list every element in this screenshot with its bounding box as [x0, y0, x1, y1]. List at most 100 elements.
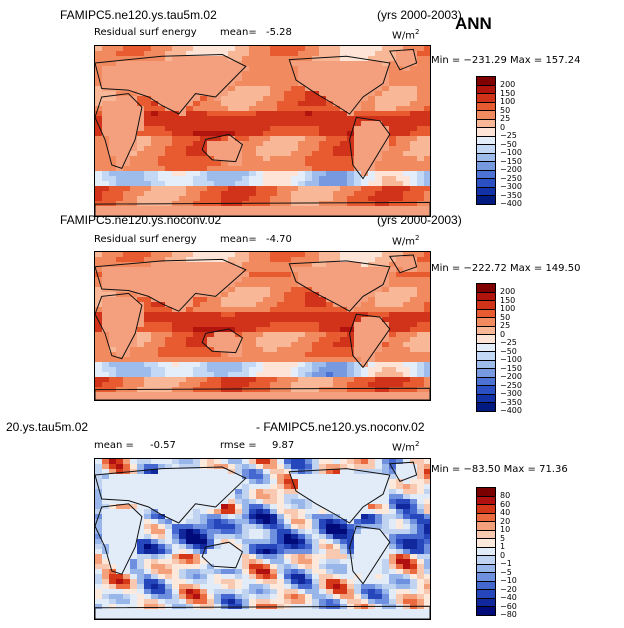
- panel2-map: [94, 251, 431, 401]
- panel1-title: FAMIPC5.ne120.ys.tau5m.02: [60, 8, 217, 22]
- colorbar-label: −150: [500, 363, 522, 373]
- panel3-mean-value: -0.57: [150, 440, 176, 451]
- colorbar-label: −1: [500, 559, 512, 568]
- colorbar-label: 0: [500, 550, 506, 560]
- colorbar-label: 1: [500, 542, 506, 551]
- colorbar-label: 0: [500, 329, 506, 339]
- colorbar-label: 80: [500, 491, 511, 500]
- coastline: [95, 53, 247, 115]
- panel1-map: [94, 45, 431, 217]
- colorbar-label: −350: [500, 397, 522, 407]
- colorbar-label: 0: [500, 122, 506, 132]
- colorbar-label: 50: [500, 105, 511, 115]
- map-field: [95, 252, 430, 400]
- panel2-years: (yrs 2000-2003): [377, 213, 462, 227]
- colorbar-label: −80: [500, 610, 517, 619]
- colorbar-label: −60: [500, 601, 517, 611]
- colorbar-swatch: [476, 606, 496, 616]
- coastline: [349, 525, 391, 585]
- colorbar-label: −200: [500, 165, 522, 174]
- colorbar-label: 200: [500, 287, 516, 296]
- panel3-units: W/m2: [392, 440, 420, 454]
- panel3-minmax: Min = −83.50 Max = 71.36: [431, 464, 568, 475]
- coastline: [95, 93, 143, 170]
- coastline: [349, 116, 391, 180]
- panel3-colorbar: 80 60 40 20 10 5 1 0 −1 −5 −10 −20 −40 −60 −80: [476, 487, 536, 619]
- colorbar-label: −200: [500, 372, 522, 381]
- season-label: ANN: [455, 14, 492, 33]
- coastline: [95, 292, 143, 360]
- colorbar-label: −350: [500, 190, 522, 200]
- panel2-colorbar: 200 150 100 50 25 0 −25 −50 −100 −150 −200 −250 −300…: [476, 283, 536, 415]
- colorbar-swatch: [476, 402, 496, 412]
- colorbar-label: 100: [500, 304, 516, 313]
- colorbar-label: 25: [500, 321, 511, 330]
- panel3-title-right: - FAMIPC5.ne120.ys.noconv.02: [256, 420, 425, 434]
- colorbar-label: −5: [500, 567, 512, 577]
- colorbar-label: −20: [500, 584, 517, 594]
- colorbar-label: −100: [500, 355, 522, 364]
- colorbar-label: 5: [500, 533, 506, 543]
- coastline: [201, 133, 244, 163]
- coastline: [349, 313, 391, 369]
- panel1-units: W/m2: [392, 28, 420, 42]
- panel3-rmse-label: rmse =: [220, 440, 257, 451]
- colorbar-label: −10: [500, 576, 517, 585]
- panel1-colorbar: 200 150 100 50 25 0 −25 −50 −100 −150 −200 −250 −300…: [476, 76, 536, 208]
- panel1-mean-label: mean=: [220, 27, 257, 38]
- coastline: [95, 258, 247, 312]
- coastline: [388, 461, 418, 483]
- panel1-mean-value: -5.28: [266, 27, 292, 38]
- panel2-subtitle: Residual surf energy: [94, 234, 197, 245]
- colorbar-label: 25: [500, 114, 511, 123]
- map-field: [95, 46, 430, 216]
- coastline: [288, 55, 391, 115]
- panel1-years: (yrs 2000-2003): [377, 8, 462, 22]
- colorbar-label: 40: [500, 508, 511, 517]
- panel2-minmax: Min = −222.72 Max = 149.50: [431, 263, 581, 274]
- colorbar-label: −250: [500, 380, 522, 390]
- coastline: [388, 254, 418, 274]
- coastline: [288, 260, 391, 312]
- panel2-units: W/m2: [392, 234, 420, 248]
- coastline: [388, 48, 418, 71]
- colorbar-label: 200: [500, 80, 516, 89]
- panel2-mean-value: -4.70: [266, 234, 292, 245]
- map-field: [95, 459, 430, 619]
- colorbar-label: −150: [500, 156, 522, 166]
- coastline: [288, 468, 391, 524]
- colorbar-label: −25: [500, 131, 517, 140]
- colorbar-label: −40: [500, 593, 517, 602]
- panel3-mean-label: mean =: [94, 440, 134, 451]
- coastline: [95, 503, 143, 575]
- colorbar-label: 150: [500, 88, 516, 98]
- colorbar-label: −250: [500, 173, 522, 183]
- colorbar-label: 50: [500, 312, 511, 322]
- coastline: [201, 541, 244, 569]
- panel2-title: FAMIPC5.ne120.ys.noconv.02: [60, 213, 222, 227]
- colorbar-label: 10: [500, 525, 511, 534]
- colorbar-label: 60: [500, 499, 511, 509]
- colorbar-swatch: [476, 195, 496, 205]
- panel3-title-left: 20.ys.tau5m.02: [6, 420, 89, 434]
- panel3-rmse-value: 9.87: [272, 440, 295, 451]
- coastline: [95, 466, 247, 524]
- colorbar-label: −300: [500, 389, 522, 398]
- coastline: [95, 201, 430, 216]
- panel2-mean-label: mean=: [220, 234, 257, 245]
- panel1-minmax: Min = −231.29 Max = 157.24: [431, 55, 581, 66]
- panel3-map: [94, 458, 431, 620]
- colorbar-label: −400: [500, 199, 522, 208]
- colorbar-label: −25: [500, 338, 517, 347]
- colorbar-label: −100: [500, 148, 522, 157]
- colorbar-label: −300: [500, 182, 522, 191]
- colorbar-label: 150: [500, 295, 516, 305]
- colorbar-label: −50: [500, 346, 517, 356]
- coastline: [201, 328, 244, 354]
- coastline: [95, 605, 430, 619]
- colorbar-label: −400: [500, 406, 522, 415]
- colorbar-label: 100: [500, 97, 516, 106]
- coastline: [95, 387, 430, 400]
- colorbar-label: 20: [500, 516, 511, 526]
- panel1-subtitle: Residual surf energy: [94, 27, 197, 38]
